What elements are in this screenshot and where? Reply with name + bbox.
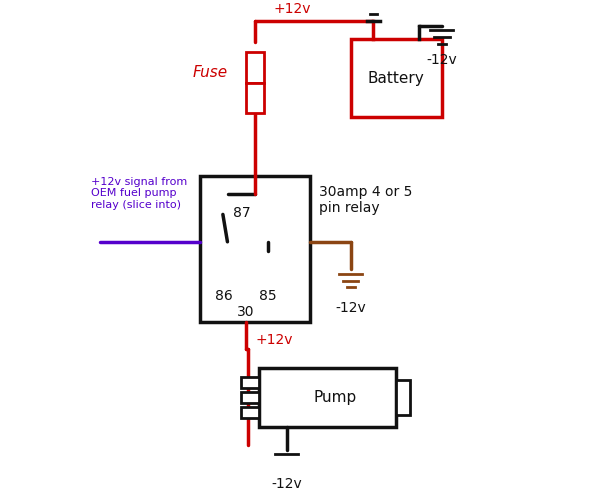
Text: +12v signal from
OEM fuel pump
relay (slice into): +12v signal from OEM fuel pump relay (sl… [90, 177, 187, 210]
Bar [200, 176, 309, 322]
Text: -12v: -12v [271, 477, 302, 488]
Bar [351, 39, 442, 117]
Text: -12v: -12v [426, 53, 458, 67]
Text: Pump: Pump [313, 390, 356, 405]
Text: -12v: -12v [336, 301, 366, 315]
Bar [246, 52, 264, 82]
Text: Battery: Battery [368, 70, 425, 85]
Text: 87: 87 [233, 205, 251, 220]
Text: +12v: +12v [273, 2, 310, 17]
Bar [241, 392, 259, 403]
Text: 30amp 4 or 5
pin relay: 30amp 4 or 5 pin relay [318, 185, 412, 215]
Bar [241, 377, 259, 388]
Bar [396, 380, 410, 415]
Text: 86: 86 [215, 289, 233, 303]
Text: 30: 30 [237, 305, 255, 319]
Text: Fuse: Fuse [192, 65, 228, 80]
Bar [246, 82, 264, 113]
Bar [259, 368, 396, 427]
Text: 85: 85 [259, 289, 277, 303]
Text: +12v: +12v [255, 333, 293, 347]
Bar [241, 407, 259, 418]
